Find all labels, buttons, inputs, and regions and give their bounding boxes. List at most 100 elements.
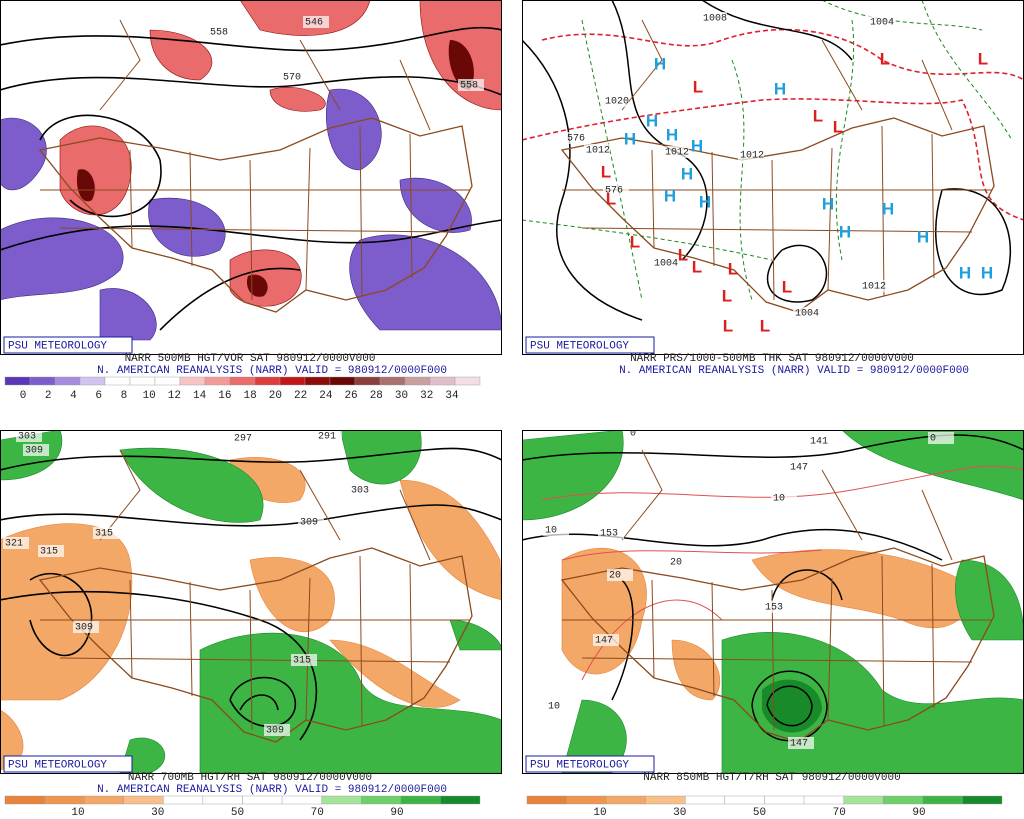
contour-label-bg <box>860 280 886 292</box>
colorbar-tick-label: 2 <box>45 390 52 402</box>
colorbar-tick-label: 16 <box>218 390 231 402</box>
contour-label: 303 <box>351 486 369 497</box>
colorbar-box <box>566 795 607 805</box>
state-border <box>562 449 992 731</box>
colorbar-tick-label: 24 <box>319 390 333 402</box>
contour-label-bg <box>16 430 42 442</box>
contour-label-bg <box>663 146 689 158</box>
country-border <box>38 117 473 313</box>
colorbar-box <box>724 795 765 805</box>
caption-line1: NARR PRS/1000-500MB THK SAT 980912/0000V… <box>630 353 914 365</box>
contour-label-bg <box>763 601 789 613</box>
colorbar-box <box>4 795 45 805</box>
contour-label: 309 <box>25 446 43 457</box>
contour-label: 309 <box>75 623 93 634</box>
colorbar-box <box>202 795 243 805</box>
contour-label-bg <box>264 724 290 736</box>
colorbar-box <box>44 795 85 805</box>
colorbar-tick-label: 30 <box>151 807 164 819</box>
colorbar-tick-label: 4 <box>70 390 77 402</box>
colorbar-box <box>883 795 924 805</box>
contour-label-bg <box>3 537 29 549</box>
contour-label: 1012 <box>862 282 886 293</box>
pressure-center: H <box>691 136 703 155</box>
colorbar-tick-label: 12 <box>168 390 181 402</box>
pressure-center: H <box>959 263 971 282</box>
contour-label: 576 <box>567 134 585 145</box>
pressure-center: H <box>981 263 993 282</box>
contour-label-bg <box>565 132 591 144</box>
colorbar-box <box>163 795 204 805</box>
contour-label-bg <box>738 149 764 161</box>
contour-label-bg <box>291 654 317 666</box>
height-contour <box>522 434 1024 742</box>
contour-label: 153 <box>765 603 783 614</box>
contour-label: 558 <box>210 28 228 39</box>
pressure-center: H <box>664 186 676 205</box>
contour-label: 147 <box>790 463 808 474</box>
state-border <box>562 19 992 301</box>
pressure-center: L <box>813 106 823 125</box>
colorbar-box <box>321 795 362 805</box>
contour-label: 0 <box>930 434 936 445</box>
height-contour <box>0 26 502 331</box>
contour-label-bg <box>93 527 119 539</box>
contour-label-bg <box>546 700 572 712</box>
pressure-center: L <box>978 49 988 68</box>
colorbar-tick-label: 28 <box>370 390 383 402</box>
contour-label: 558 <box>460 81 478 92</box>
contour-label: 10 <box>773 494 785 505</box>
state-border <box>40 449 470 731</box>
contour-label-bg <box>868 16 894 28</box>
contour-label-bg <box>788 461 814 473</box>
colorbar-tick-label: 70 <box>833 807 846 819</box>
contour-label: 10 <box>545 526 557 537</box>
contour-label-bg <box>603 95 629 107</box>
contour-label-bg <box>208 26 234 38</box>
contour-label: 1008 <box>703 14 727 25</box>
pressure-center: H <box>624 129 636 148</box>
colorbar-box <box>4 376 31 386</box>
colorbar-box <box>79 376 106 386</box>
contour-label-bg <box>23 444 49 456</box>
colorbar-tick-label: 6 <box>95 390 102 402</box>
contour-label-bg <box>584 144 610 156</box>
contour-label: 147 <box>790 739 808 750</box>
contour-label: 315 <box>293 656 311 667</box>
brand: PSU METEOROLOGY <box>530 340 629 352</box>
contour-label: 1012 <box>665 148 689 159</box>
pressure-center: L <box>833 117 843 136</box>
colorbar-tick-label: 90 <box>912 807 925 819</box>
contour-label-bg <box>593 634 619 646</box>
contour-label: 315 <box>95 529 113 540</box>
contour-label: 1004 <box>795 309 819 320</box>
caption-line1: NARR 700MB HGT/RH SAT 980912/0000V000 <box>128 772 372 784</box>
colorbar-tick-label: 50 <box>753 807 766 819</box>
contour-label-bg <box>316 430 342 442</box>
contour-label-bg <box>628 430 654 439</box>
contour-label: 291 <box>318 432 336 443</box>
colorbar-box <box>304 376 331 386</box>
contour-label-bg <box>603 184 629 196</box>
colorbar-tick-label: 22 <box>294 390 307 402</box>
colorbar-box <box>354 376 381 386</box>
state-border <box>40 19 470 301</box>
pressure-center: H <box>774 79 786 98</box>
brand: PSU METEOROLOGY <box>8 340 107 352</box>
contour-label-bg <box>701 12 727 24</box>
contour-label-bg <box>543 524 569 536</box>
colorbar-box <box>440 795 481 805</box>
colorbar-tick-label: 14 <box>193 390 207 402</box>
colorbar-box <box>179 376 206 386</box>
contour-label: 1012 <box>740 151 764 162</box>
contour-label-bg <box>793 307 819 319</box>
contour-label-bg <box>598 527 624 539</box>
contour-label: 153 <box>600 529 618 540</box>
pressure-center: H <box>839 222 851 241</box>
pressure-center: L <box>782 277 792 296</box>
contour-label-bg <box>298 516 324 528</box>
caption-line2: N. AMERICAN REANALYSIS (NARR) VALID = 98… <box>97 784 447 796</box>
colorbar-box <box>242 795 283 805</box>
contour-label-bg <box>788 737 814 749</box>
